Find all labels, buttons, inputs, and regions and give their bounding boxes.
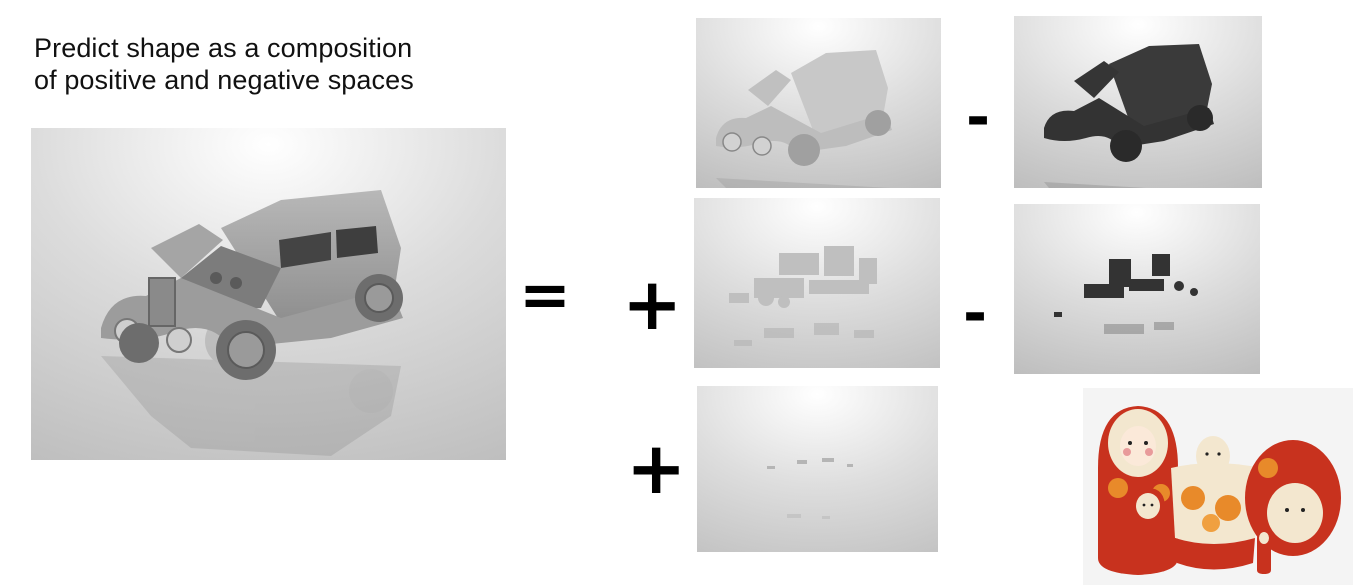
plus-sign-2: + (626, 426, 687, 510)
target-shape-image (31, 128, 506, 460)
car-render-full (31, 128, 506, 460)
minus-sign-1: - (965, 83, 991, 151)
title-line-1: Predict shape as a composition (34, 33, 413, 63)
car-render-negative-volume (1014, 16, 1262, 188)
positive-shape-image-1 (696, 18, 941, 188)
positive-shape-image-2 (694, 198, 940, 368)
positive-shape-image-3 (697, 386, 938, 552)
minus-sign-2: - (962, 279, 988, 347)
nesting-dolls-illustration (1083, 388, 1353, 585)
negative-shape-image-2 (1014, 204, 1260, 374)
matryoshka-dolls-photo (1083, 388, 1353, 585)
car-render-body (696, 18, 941, 188)
title-line-2: of positive and negative spaces (34, 65, 414, 95)
negative-shape-image-1 (1014, 16, 1262, 188)
small-fragments-render (1014, 204, 1260, 374)
equals-sign: = (519, 258, 571, 331)
slide-title: Predict shape as a composition of positi… (34, 32, 504, 96)
engine-details-render (694, 198, 940, 368)
plus-sign-1: + (622, 262, 683, 346)
residual-specks-render (697, 386, 938, 552)
